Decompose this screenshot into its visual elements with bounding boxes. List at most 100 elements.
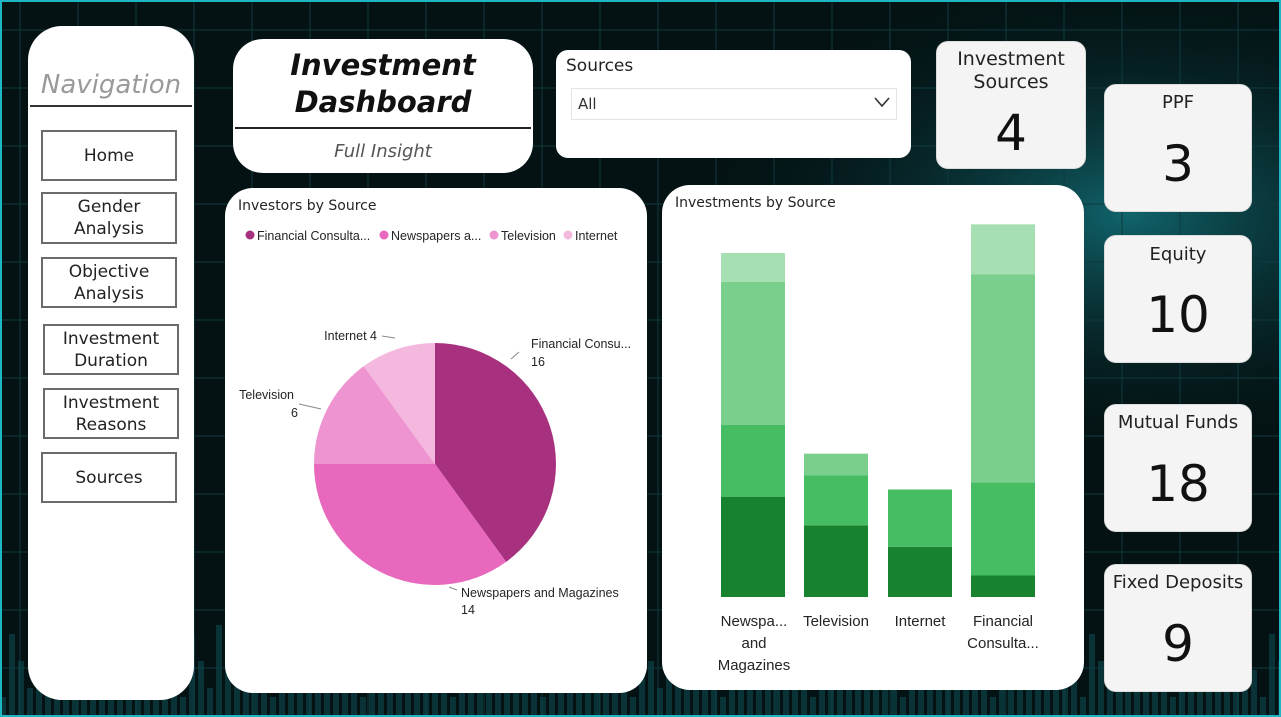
bar-segment[interactable] bbox=[804, 475, 868, 526]
kpi-value: 9 bbox=[1162, 615, 1194, 673]
background-bar bbox=[837, 688, 843, 717]
kpi-value: 4 bbox=[995, 104, 1027, 162]
background-bar bbox=[324, 679, 330, 717]
category-label: Newspa... bbox=[721, 613, 788, 630]
bar-segment[interactable] bbox=[721, 253, 785, 282]
slice-label: Financial Consu... bbox=[531, 337, 631, 351]
background-bar bbox=[90, 697, 96, 717]
background-bar bbox=[1080, 697, 1086, 717]
background-bar bbox=[774, 679, 780, 717]
category-label: and bbox=[741, 635, 766, 652]
background-bar bbox=[1170, 697, 1176, 717]
background-bar bbox=[441, 670, 447, 717]
bar-chart-canvas: Newspa... and Magazines Television Internet F… bbox=[718, 224, 1039, 674]
background-bar bbox=[0, 697, 6, 717]
bar-segment[interactable] bbox=[971, 482, 1035, 576]
background-bar bbox=[504, 679, 510, 717]
kpi-value: 10 bbox=[1146, 286, 1210, 344]
nav-home-button[interactable]: Home bbox=[41, 130, 177, 181]
background-bar bbox=[1161, 670, 1167, 717]
background-bar bbox=[864, 679, 870, 717]
pie-slice[interactable] bbox=[314, 464, 507, 585]
background-bar bbox=[351, 670, 357, 717]
bar-segment[interactable] bbox=[971, 274, 1035, 483]
kpi-value: 18 bbox=[1146, 455, 1210, 513]
background-bar bbox=[801, 670, 807, 717]
page-subtitle: Full Insight bbox=[334, 141, 432, 162]
kpi-label: PPF bbox=[1161, 92, 1195, 113]
background-bar bbox=[1260, 697, 1266, 717]
nav-gender-analysis-button[interactable]: Gender Analysis bbox=[41, 192, 177, 244]
background-bar bbox=[234, 679, 240, 717]
background-bar bbox=[9, 634, 15, 717]
background-bar bbox=[891, 670, 897, 717]
leader-line bbox=[298, 403, 322, 410]
background-bar bbox=[747, 688, 753, 717]
category-label: Television bbox=[803, 613, 869, 630]
nav-objective-analysis-button[interactable]: Objective Analysis bbox=[41, 257, 177, 308]
background-bar bbox=[477, 688, 483, 717]
nav-sources-button[interactable]: Sources bbox=[41, 452, 177, 503]
slice-label: Internet 4 bbox=[324, 329, 377, 343]
leader-line bbox=[381, 335, 396, 339]
background-bar bbox=[567, 688, 573, 717]
leader-line bbox=[448, 586, 458, 591]
background-bar bbox=[990, 697, 996, 717]
legend-marker bbox=[379, 230, 389, 240]
kpi-label: Mutual Funds bbox=[1117, 412, 1239, 433]
background-bar bbox=[981, 670, 987, 717]
background-bar bbox=[1098, 661, 1104, 717]
background-bar bbox=[1044, 679, 1050, 717]
background-bar bbox=[18, 661, 24, 717]
kpi-label: Equity bbox=[1149, 244, 1207, 265]
bar-segment[interactable] bbox=[888, 489, 952, 547]
background-bar bbox=[387, 688, 393, 717]
legend-marker bbox=[563, 230, 573, 240]
chevron-down-icon bbox=[874, 97, 890, 108]
background-bar bbox=[1071, 670, 1077, 717]
background-bar bbox=[414, 679, 420, 717]
kpi-fixed-deposits: Fixed Deposits 9 bbox=[1104, 564, 1252, 692]
kpi-mutual-funds: Mutual Funds 18 bbox=[1104, 404, 1252, 532]
dropdown-selected-value: All bbox=[578, 95, 597, 113]
bar-segment[interactable] bbox=[721, 496, 785, 597]
background-bar bbox=[261, 670, 267, 717]
page-title-line1: Investment bbox=[290, 48, 476, 82]
kpi-equity: Equity 10 bbox=[1104, 235, 1252, 363]
navigation-divider bbox=[30, 105, 192, 107]
legend-marker bbox=[245, 230, 255, 240]
background-bar bbox=[297, 688, 303, 717]
pie-slice[interactable] bbox=[363, 343, 435, 464]
nav-investment-reasons-button[interactable]: Investment Reasons bbox=[43, 388, 179, 439]
kpi-label-line2: Sources bbox=[973, 71, 1049, 93]
pie-slice[interactable] bbox=[435, 343, 556, 562]
navigation-panel: Navigation Home Gender Analysis Objectiv… bbox=[28, 26, 194, 700]
pie-slice[interactable] bbox=[314, 366, 435, 464]
title-card: Investment Dashboard Full Insight bbox=[233, 39, 533, 173]
background-bar bbox=[1017, 688, 1023, 717]
bar-segment[interactable] bbox=[971, 224, 1035, 275]
bar-segment[interactable] bbox=[721, 281, 785, 425]
category-label: Internet bbox=[895, 613, 947, 630]
legend-marker bbox=[489, 230, 499, 240]
category-label: Financial bbox=[973, 613, 1033, 630]
bar-segment[interactable] bbox=[971, 575, 1035, 598]
bar-segment[interactable] bbox=[804, 453, 868, 476]
nav-investment-duration-button[interactable]: Investment Duration bbox=[43, 324, 179, 375]
pie-chart-canvas: Financial Consulta... Newspapers a... Tele… bbox=[239, 229, 631, 617]
bar-segment[interactable] bbox=[721, 425, 785, 497]
slice-value: 16 bbox=[531, 355, 545, 369]
bar-segment[interactable] bbox=[888, 546, 952, 597]
background-bar bbox=[954, 679, 960, 717]
legend-label: Internet bbox=[575, 229, 618, 243]
investments-by-source-chart: Investments by Source Newspa... and Magazi… bbox=[662, 185, 1084, 690]
title-divider bbox=[235, 127, 531, 129]
slice-value: 14 bbox=[461, 603, 475, 617]
legend-label: Newspapers a... bbox=[391, 229, 481, 243]
kpi-label-line1: Investment bbox=[957, 48, 1065, 70]
background-bar bbox=[810, 697, 816, 717]
sources-dropdown[interactable]: All bbox=[571, 88, 897, 120]
background-bar bbox=[621, 670, 627, 717]
bar-segment[interactable] bbox=[804, 525, 868, 597]
background-bar bbox=[1134, 679, 1140, 717]
